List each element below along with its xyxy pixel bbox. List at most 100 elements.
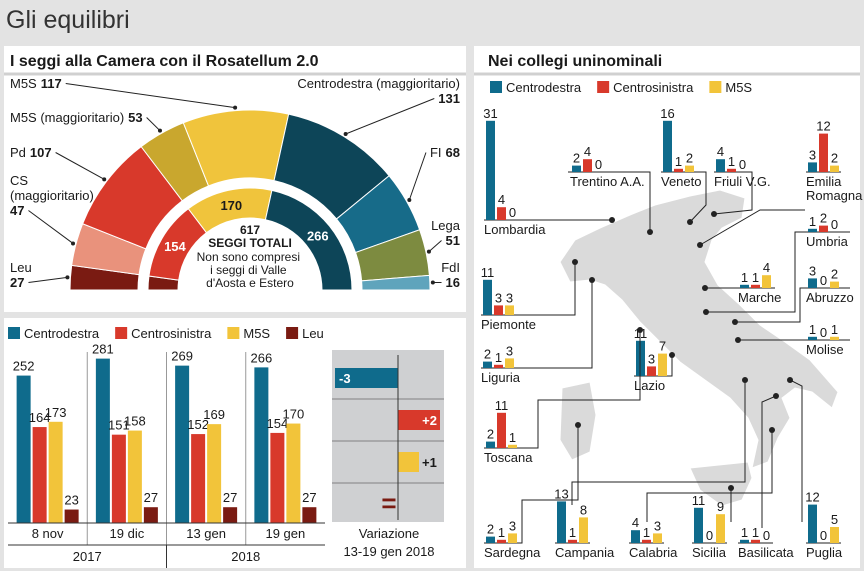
region-bar: [694, 507, 703, 543]
region-name: Basilicata: [738, 545, 794, 560]
total-label: SEGGI TOTALI: [208, 236, 292, 250]
legend-swatch: [490, 81, 502, 93]
leader-dot: [687, 219, 693, 225]
region-bar: [486, 441, 495, 448]
region-bar: [808, 278, 817, 288]
region-bar: [483, 361, 492, 368]
legend-label: Centrodestra: [24, 326, 100, 341]
bar-value: 23: [64, 493, 78, 508]
bar: [286, 423, 301, 523]
legend-swatch: [115, 327, 128, 339]
italy-map: [559, 189, 839, 507]
segment-label: FdI: [441, 260, 460, 275]
region-bar: [740, 284, 749, 288]
panel-title: I seggi alla Camera con il Rosatellum 2.…: [10, 53, 319, 70]
bar: [127, 430, 142, 523]
region-value: 4: [717, 144, 724, 159]
bar: [254, 367, 269, 523]
region-value: 1: [498, 525, 505, 540]
region-name: Lombardia: [484, 222, 546, 237]
region-bar: [830, 165, 839, 172]
region-value: 2: [487, 427, 494, 442]
region-bar: [808, 228, 817, 232]
leader-dot: [702, 285, 708, 291]
segment-label: Leu: [10, 260, 32, 275]
leader-dot: [157, 128, 162, 133]
region-bar: [830, 336, 839, 340]
region-value: 1: [728, 154, 735, 169]
leader-dot: [735, 337, 741, 343]
region-value: 1: [809, 214, 816, 229]
region-value: 3: [506, 290, 513, 305]
leader-line: [486, 330, 641, 449]
region-bar: [486, 536, 495, 543]
region-name: Umbria: [806, 234, 849, 249]
leader-dot: [102, 177, 107, 182]
leader-line: [761, 395, 777, 528]
segment-label: CS (maggioritario): [10, 173, 94, 203]
region-bar: [819, 225, 828, 232]
region-bar: [583, 159, 592, 172]
region-value: 0: [739, 157, 746, 172]
leader-dot: [65, 275, 70, 280]
region-value: 16: [660, 106, 674, 121]
bar-value: 173: [45, 405, 67, 420]
region-value: 3: [506, 343, 513, 358]
inner-segment: [264, 189, 353, 291]
x-tick-label: 19 dic: [110, 526, 145, 541]
region-bar: [716, 514, 725, 543]
leader-line: [28, 276, 68, 283]
region-bar: [653, 533, 662, 543]
region-bar: [486, 120, 495, 220]
region-bar: [819, 133, 828, 172]
region-bar: [568, 539, 577, 543]
segment-value: 51: [446, 233, 460, 248]
region-bar: [727, 168, 736, 172]
outer-segment: [361, 274, 431, 291]
segment-name: FI: [430, 145, 442, 160]
text-line: CS: [10, 173, 32, 188]
total-value: 617: [240, 223, 260, 237]
segment-value: 117: [41, 76, 62, 91]
leader-dot: [787, 377, 793, 383]
bar-value: 281: [92, 342, 114, 357]
bar: [175, 365, 190, 523]
leader-line: [28, 210, 74, 244]
bar: [48, 421, 63, 523]
leader-dot: [233, 105, 238, 110]
region-value: 0: [595, 157, 602, 172]
region-bar: [830, 281, 839, 288]
region-value: 1: [569, 525, 576, 540]
leader-line: [483, 280, 593, 369]
leader-dot: [773, 393, 779, 399]
bar: [95, 358, 110, 523]
year-label: 2018: [231, 549, 260, 564]
region-value: 1: [752, 525, 759, 540]
bar-value: 154: [267, 416, 289, 431]
region-value: 4: [763, 260, 770, 275]
region-value: 1: [675, 154, 682, 169]
leader-line: [428, 240, 442, 252]
region-value: 3: [648, 351, 655, 366]
region-value: 13: [554, 486, 568, 501]
change-subtitle: 13-19 gen 2018: [343, 544, 434, 559]
region-bar: [751, 284, 760, 288]
map-sardinia: [559, 381, 597, 461]
bar-value: 164: [29, 410, 51, 425]
region-bar: [808, 162, 817, 172]
region-value: 2: [487, 522, 494, 537]
region-value: 11: [692, 493, 706, 508]
region-bar: [497, 539, 506, 543]
change-bar: [398, 410, 440, 430]
region-bar: [716, 159, 725, 172]
bar-value: 27: [223, 490, 237, 505]
region-value: 3: [495, 290, 502, 305]
text-line: Non sono compresi: [197, 250, 304, 264]
leader-dot: [609, 217, 615, 223]
region-bar: [508, 444, 517, 448]
region-bar: [762, 275, 771, 288]
bar-value: 252: [13, 359, 35, 374]
text-line: Romagna: [806, 188, 863, 203]
legend-swatch: [8, 327, 20, 339]
